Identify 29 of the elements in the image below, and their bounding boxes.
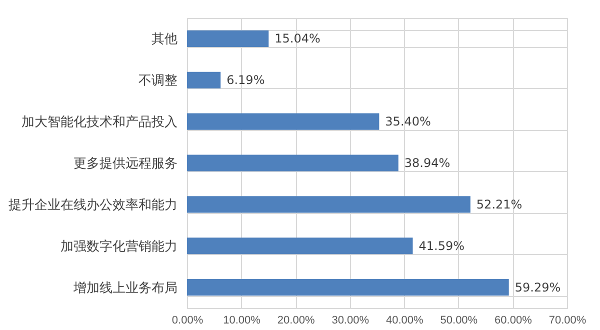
data-label: 59.29% [514,280,561,294]
bar [187,30,269,47]
x-tick-label: 60.00% [494,314,532,326]
y-tick-label: 增加线上业务布局 [72,280,178,296]
y-tick-label: 不调整 [138,74,178,89]
bar [187,238,413,254]
bar [187,196,470,213]
x-tick-label: 20.00% [277,314,315,326]
data-label: 15.04% [274,32,320,46]
x-tick-label: 50.00% [440,314,478,326]
x-tick-label: 0.00% [172,314,204,326]
bar [187,279,509,296]
y-tick-label: 加强数字化营销能力 [60,238,178,254]
y-tick-label: 其他 [152,32,178,48]
data-label: 41.59% [418,238,465,253]
bar [187,72,221,88]
data-label: 52.21% [476,197,522,212]
data-label: 38.94% [404,156,450,170]
x-tick-label: 70.00% [548,314,586,326]
x-tick-label: 40.00% [386,314,424,326]
y-tick-label: 提升企业在线办公效率和能力 [8,196,178,213]
x-tick-label: 10.00% [223,314,261,326]
data-label: 35.40% [385,114,431,129]
y-tick-label: 更多提供远程服务 [74,156,178,172]
bar [187,154,398,172]
data-label: 6.19% [226,73,265,88]
bar [187,113,380,130]
y-tick-label: 加大智能化技术和产品投入 [22,115,178,130]
x-tick-label: 30.00% [332,314,370,326]
